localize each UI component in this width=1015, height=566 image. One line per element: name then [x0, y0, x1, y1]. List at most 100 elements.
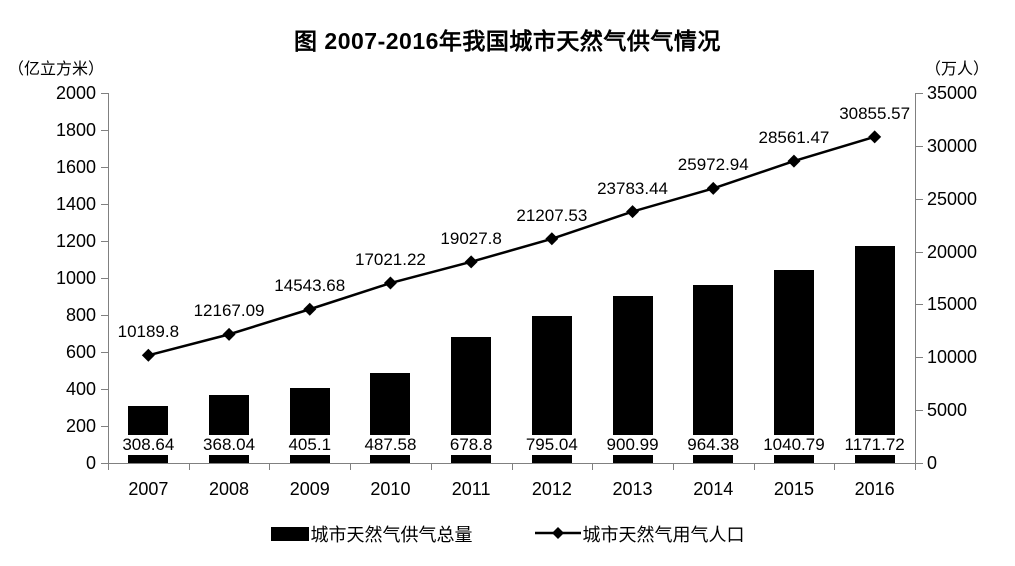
- x-axis-category-label: 2009: [289, 479, 330, 499]
- right-axis-tick-label: 15000: [927, 294, 978, 315]
- left-axis-tick-label: 1800: [55, 120, 96, 140]
- left-axis-tick: [101, 389, 108, 390]
- legend-label-line-series: 城市天然气用气人口: [582, 525, 745, 545]
- bar-data-label: 900.99: [602, 435, 663, 455]
- line-data-label: 10189.8: [117, 322, 180, 342]
- line-data-label: 23783.44: [597, 178, 668, 198]
- legend: 城市天然气供气总量 城市天然气用气人口: [0, 521, 1015, 547]
- left-axis-tick-label: 400: [65, 379, 96, 399]
- x-axis-category-label: 2013: [612, 479, 653, 499]
- x-axis-tick: [188, 464, 190, 470]
- left-axis-tick: [101, 130, 108, 131]
- bar-data-label: 405.1: [284, 435, 336, 455]
- left-axis-tick: [101, 315, 108, 316]
- x-axis-category-label: 2014: [693, 479, 734, 499]
- line-data-label: 30855.57: [839, 103, 911, 123]
- left-axis-tick: [101, 93, 108, 94]
- diamond-marker-icon: [626, 205, 640, 219]
- left-axis-tick-label: 200: [65, 416, 96, 436]
- bar-2014: [693, 284, 734, 463]
- x-axis-tick: [834, 464, 836, 470]
- bar-2015: [773, 270, 814, 463]
- x-axis-tick: [672, 464, 674, 470]
- line-data-label: 28561.47: [758, 128, 830, 148]
- bar-series-swatch-icon: [270, 527, 309, 541]
- diamond-marker-icon: [303, 302, 317, 316]
- bar-data-label: 1171.72: [840, 435, 909, 455]
- right-axis-tick-label: 5000: [927, 400, 968, 421]
- right-axis-tick: [916, 145, 923, 147]
- left-axis-tick-label: 1600: [55, 157, 96, 177]
- x-axis-tick: [430, 464, 432, 470]
- line-data-label: 14543.68: [274, 276, 346, 296]
- legend-item-bar-series: 城市天然气供气总量: [270, 521, 473, 547]
- x-axis-tick: [753, 464, 755, 470]
- bar-2016: [854, 246, 895, 463]
- diamond-marker-icon: [545, 232, 559, 246]
- bar-data-label: 368.04: [199, 435, 260, 455]
- right-axis-tick-label: 30000: [927, 135, 978, 156]
- right-axis-tick: [916, 357, 923, 359]
- left-axis-tick-label: 2000: [55, 83, 96, 103]
- bar-data-label: 487.58: [360, 435, 421, 455]
- left-axis-tick-label: 600: [65, 342, 96, 362]
- left-axis-tick: [101, 167, 108, 168]
- diamond-marker-icon: [706, 181, 720, 195]
- left-axis-tick: [101, 204, 108, 205]
- left-axis-tick-label: 1000: [55, 268, 96, 288]
- right-axis-tick: [916, 93, 923, 94]
- x-axis-category-label: 2012: [531, 479, 572, 499]
- bar-data-label: 795.04: [521, 435, 582, 455]
- diamond-marker-icon: [868, 130, 882, 144]
- x-axis-tick: [350, 464, 352, 470]
- x-axis-tick: [592, 464, 594, 470]
- x-axis-category-label: 2008: [209, 479, 250, 499]
- right-axis-tick-label: 10000: [927, 347, 978, 368]
- line-data-label: 12167.09: [193, 301, 265, 321]
- line-path: [148, 135, 876, 357]
- right-axis-tick: [916, 304, 923, 306]
- left-axis-unit-label: （亿立方米）: [8, 61, 105, 78]
- right-axis-unit-label: （万人）: [925, 61, 990, 78]
- x-axis-category-label: 2011: [451, 479, 491, 499]
- left-axis-tick: [101, 463, 108, 464]
- chart-title: 图 2007-2016年我国城市天然气供气情况: [294, 28, 721, 54]
- x-axis-tick: [511, 464, 513, 470]
- legend-item-line-series: 城市天然气用气人口: [534, 521, 745, 547]
- left-axis-tick-label: 1400: [55, 194, 96, 214]
- line-series-diamond-swatch-icon: [534, 524, 581, 545]
- right-axis-tick: [916, 198, 923, 200]
- right-axis-tick: [916, 410, 923, 412]
- left-axis-tick-label: 0: [85, 453, 96, 473]
- left-axis-tick-label: 800: [65, 305, 96, 325]
- right-axis-tick: [916, 463, 923, 464]
- right-axis-tick-label: 35000: [927, 83, 978, 103]
- x-axis-category-label: 2016: [854, 479, 895, 499]
- right-axis-line: [915, 93, 916, 464]
- line-data-label: 21207.53: [516, 205, 588, 225]
- left-axis-tick: [101, 241, 108, 242]
- x-axis-tick: [108, 464, 109, 470]
- diamond-marker-icon: [383, 276, 397, 290]
- bar-data-label: 678.8: [445, 435, 497, 455]
- left-axis-tick-label: 1200: [55, 231, 96, 251]
- diamond-marker-icon: [141, 348, 155, 362]
- line-data-label: 25972.94: [677, 155, 749, 175]
- legend-label-bar-series: 城市天然气供气总量: [310, 525, 473, 545]
- x-axis-line: [108, 463, 916, 464]
- left-axis-tick: [101, 278, 108, 279]
- line-data-label: 17021.22: [354, 250, 426, 270]
- x-axis-tick: [915, 464, 916, 470]
- left-axis-line: [108, 93, 109, 464]
- bar-data-label: 1040.79: [759, 435, 829, 455]
- line-data-label: 19027.8: [440, 228, 502, 248]
- diamond-marker-icon: [787, 154, 801, 168]
- bar-data-label: 964.38: [683, 435, 744, 455]
- right-axis-tick-label: 20000: [927, 241, 978, 262]
- right-axis-tick-label: 0: [927, 453, 938, 473]
- left-axis-tick: [101, 352, 108, 353]
- diamond-marker-icon: [222, 327, 236, 341]
- x-axis-category-label: 2015: [773, 479, 814, 499]
